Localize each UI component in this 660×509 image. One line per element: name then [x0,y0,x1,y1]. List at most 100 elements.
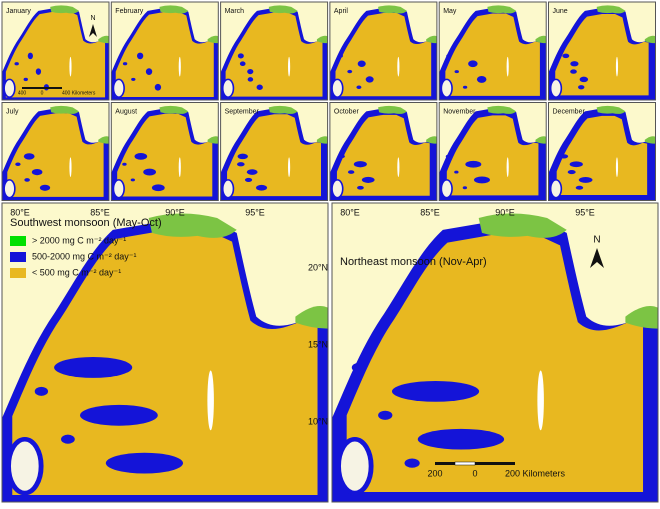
panel-frame [1,202,329,503]
panel-frame [329,1,438,101]
delta-bloom [159,105,189,114]
month-label: July [6,108,19,115]
panel-frame [548,102,656,201]
patch [35,68,42,75]
patch [454,170,459,174]
scale-label: 400 Kilometers [62,90,96,96]
map [548,2,656,100]
sri-lanka [331,78,344,98]
patch [468,60,478,68]
legend-label: < 500 mg C m⁻² day⁻¹ [32,267,121,277]
panel-frame [548,1,656,101]
patch [31,168,43,176]
patch [80,404,158,426]
longitude-label: 85°E [420,207,440,217]
patch [122,162,127,166]
open-sea [12,230,318,496]
patch [237,153,248,160]
sri-lanka [331,179,344,199]
patch [579,76,589,83]
patch [24,178,30,182]
sri-lanka [440,78,453,98]
open-sea [335,12,432,97]
east-bloom [295,305,328,329]
sri-lanka [221,179,235,199]
patch [338,54,343,58]
patch [130,178,135,182]
patch [357,185,364,190]
patch [255,184,268,191]
patch [136,52,144,60]
patch [237,162,245,167]
sri-lanka [336,436,374,496]
patch [446,54,451,58]
sri-lanka [112,179,125,199]
patch [473,176,490,184]
delta-bloom [159,5,189,14]
sri-lanka [221,78,235,98]
month-label: October [334,108,360,115]
open-sea [555,14,649,96]
patch [462,85,468,89]
scale-label: 400 [18,90,27,96]
patch [151,184,165,192]
patch [445,154,451,158]
patch [569,161,583,168]
sri-lanka [6,436,44,496]
open-sea [115,11,214,97]
patch [404,458,420,468]
patch [15,162,21,166]
north-arrow [590,248,604,268]
patch [562,53,570,59]
patch [462,186,468,190]
map [111,102,219,201]
east-bloom [535,35,547,44]
panel-frame [220,1,329,101]
north-arrow [89,24,97,37]
month-label: February [115,8,144,15]
patch [578,85,585,90]
east-bloom [207,136,219,144]
scale-label: 200 Kilometers [505,468,566,478]
scale-bar [22,87,62,89]
east-bloom [644,35,656,44]
east-bloom [207,35,219,44]
scale-label: 0 [472,468,477,478]
delta-bloom [148,213,237,238]
delta-bloom [596,5,626,14]
patch [23,153,35,160]
open-sea [556,115,648,195]
month-label: April [334,8,348,15]
sri-lanka [112,78,125,98]
legend-swatch [10,236,26,246]
longitude-label: 85°E [90,207,110,217]
open-sea [227,114,322,197]
delta-bloom [268,105,298,114]
map [2,203,328,502]
month-label: September [225,108,260,115]
longitude-label: 95°E [245,207,265,217]
patch [378,410,393,420]
legend-label: > 2000 mg C m⁻² day⁻¹ [32,235,126,245]
sri-lanka [440,179,453,199]
patch [559,154,569,159]
patch [357,60,366,67]
patch [239,61,246,67]
map [439,102,547,201]
month-label: May [443,8,457,15]
andaman-islands [288,157,291,177]
month-label: November [443,108,476,115]
patch [247,77,254,82]
open-sea [225,12,323,97]
map [2,2,109,100]
latitude-label: 20°N [308,262,328,272]
patch [39,184,51,191]
patch [27,52,33,60]
andaman-islands [178,157,181,177]
delta-bloom [596,105,626,114]
patch [256,84,263,90]
panel-frame [438,102,547,201]
patch [237,53,244,59]
patch [575,185,584,190]
